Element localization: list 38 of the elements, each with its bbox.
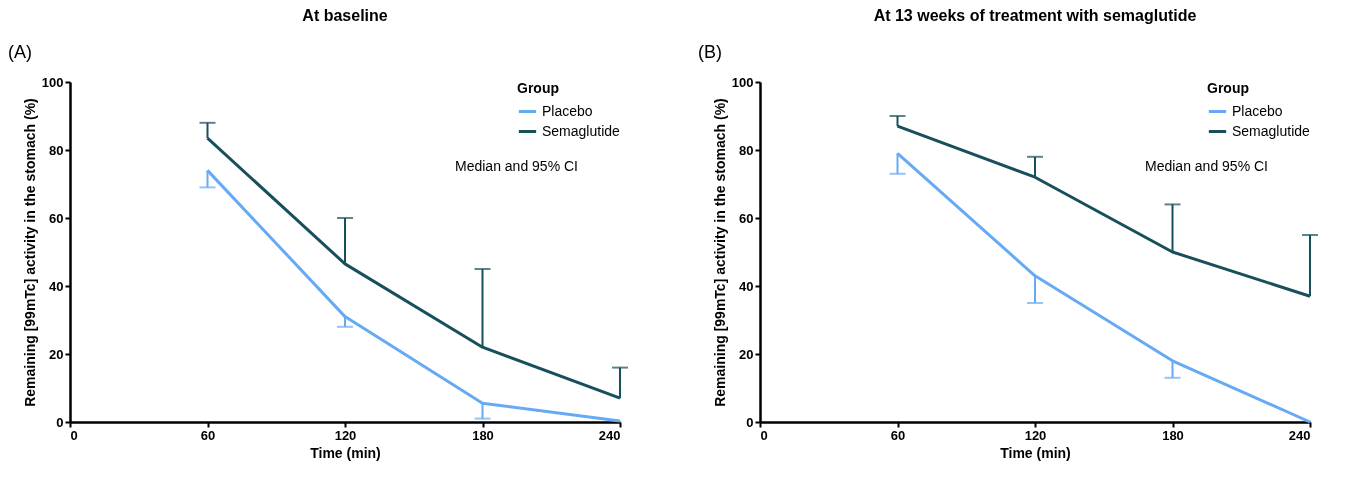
y-tick-label: 40 (49, 278, 64, 294)
y-axis-title: Remaining [99mTc] activity in the stomach (%) (711, 98, 728, 407)
legend-title: Group (1207, 80, 1249, 96)
legend-label: Placebo (542, 102, 593, 119)
x-tick-label: 60 (890, 427, 906, 443)
x-tick-label: 0 (760, 427, 768, 443)
y-tick-label: 60 (739, 210, 754, 226)
chart-title: At baseline (302, 7, 388, 24)
x-tick-label: 0 (70, 427, 78, 443)
legend-label: Semaglutide (1232, 122, 1311, 139)
y-tick-label: 100 (41, 74, 64, 90)
legend-title: Group (517, 80, 559, 96)
x-tick-label: 180 (1162, 427, 1184, 443)
y-tick-label: 80 (49, 142, 64, 158)
x-axis-title: Time (min) (1000, 444, 1071, 461)
x-tick-label: 240 (1288, 427, 1311, 443)
x-tick-label: 60 (200, 427, 216, 443)
legend-label: Semaglutide (542, 122, 621, 139)
y-tick-label: 60 (49, 210, 64, 226)
y-tick-label: 100 (731, 74, 754, 90)
x-tick-label: 120 (1024, 427, 1047, 443)
annotation: Median and 95% CI (455, 158, 578, 174)
x-tick-label: 120 (334, 427, 357, 443)
y-tick-label: 20 (49, 346, 64, 362)
x-axis-title: Time (min) (310, 444, 381, 461)
annotation: Median and 95% CI (1145, 158, 1268, 174)
legend-label: Placebo (1232, 102, 1283, 119)
chart-title: At 13 weeks of treatment with semaglutide (873, 7, 1197, 24)
x-tick-label: 240 (598, 427, 621, 443)
y-tick-label: 0 (746, 414, 754, 430)
y-axis-title: Remaining [99mTc] activity in the stomach (%) (21, 98, 38, 407)
y-tick-label: 40 (739, 278, 754, 294)
x-tick-label: 180 (472, 427, 494, 443)
y-tick-label: 0 (56, 414, 64, 430)
y-tick-label: 20 (739, 346, 754, 362)
text: (A) (8, 42, 32, 62)
text: (B) (698, 42, 722, 62)
y-tick-label: 80 (739, 142, 754, 158)
